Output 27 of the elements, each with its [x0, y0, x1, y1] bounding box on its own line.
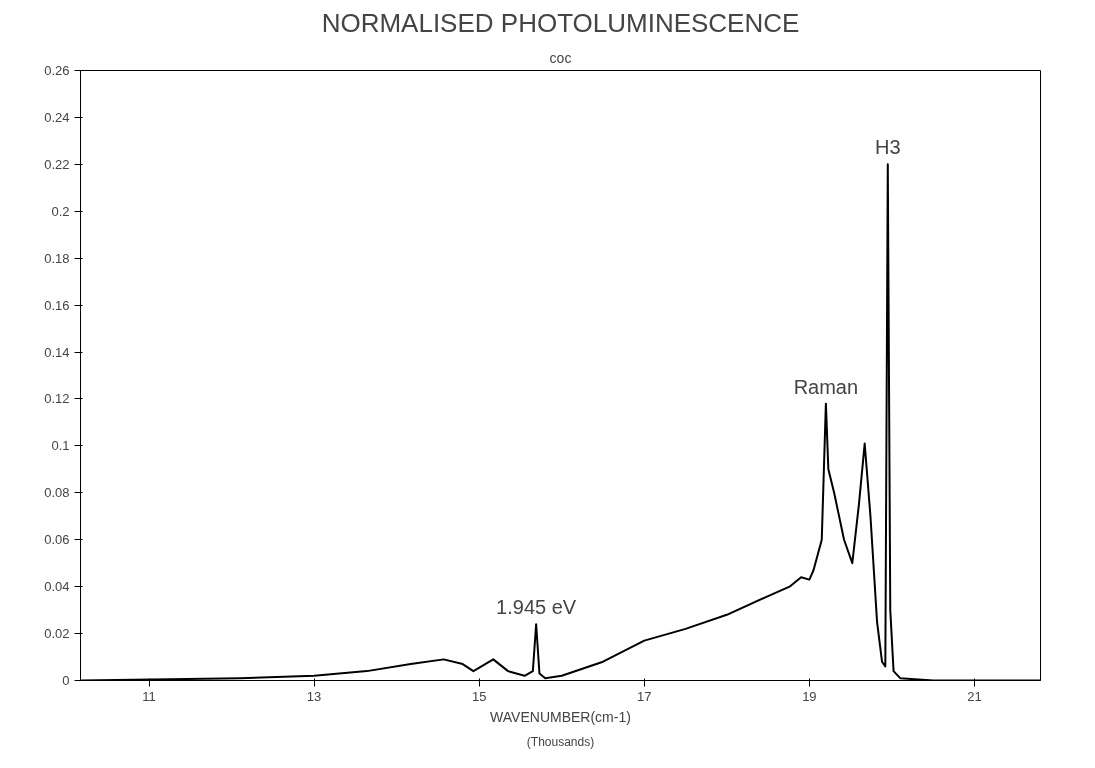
y-tick-label: 0.24	[44, 109, 70, 125]
y-tick-label: 0.18	[44, 250, 70, 266]
y-tick-label: 0.26	[44, 63, 70, 78]
y-tick-label: 0.06	[44, 532, 70, 548]
y-tick-label: 0.04	[44, 579, 70, 595]
chart-subtitle: coc	[549, 49, 572, 66]
y-tick-label: 0.02	[44, 626, 70, 642]
y-tick-label: 0.2	[51, 203, 70, 219]
y-tick-label: 0.22	[44, 156, 70, 172]
chart-title: NORMALISED PHOTOLUMINESCENCE	[321, 7, 800, 38]
y-tick-label: 0.1	[51, 438, 70, 454]
x-axis-title: WAVENUMBER(cm-1)	[490, 708, 631, 725]
x-tick-label: 11	[142, 688, 156, 704]
y-tick-label: 0.12	[44, 391, 70, 407]
y-tick-label: 0	[62, 673, 70, 688]
y-tick-label: 0.16	[44, 297, 70, 313]
y-tick-label: 0.14	[44, 344, 70, 360]
annotation: 1.945 eV	[496, 596, 577, 619]
x-tick-label: 19	[802, 688, 817, 704]
y-tick-label: 0.08	[44, 485, 70, 501]
x-tick-label: 21	[967, 688, 982, 704]
x-tick-label: 17	[637, 688, 652, 704]
text: (Thousands)	[526, 734, 595, 749]
annotation: H3	[875, 136, 901, 159]
x-tick-label: 15	[471, 688, 487, 704]
x-tick-label: 13	[306, 688, 322, 704]
annotation: Raman	[793, 375, 859, 398]
